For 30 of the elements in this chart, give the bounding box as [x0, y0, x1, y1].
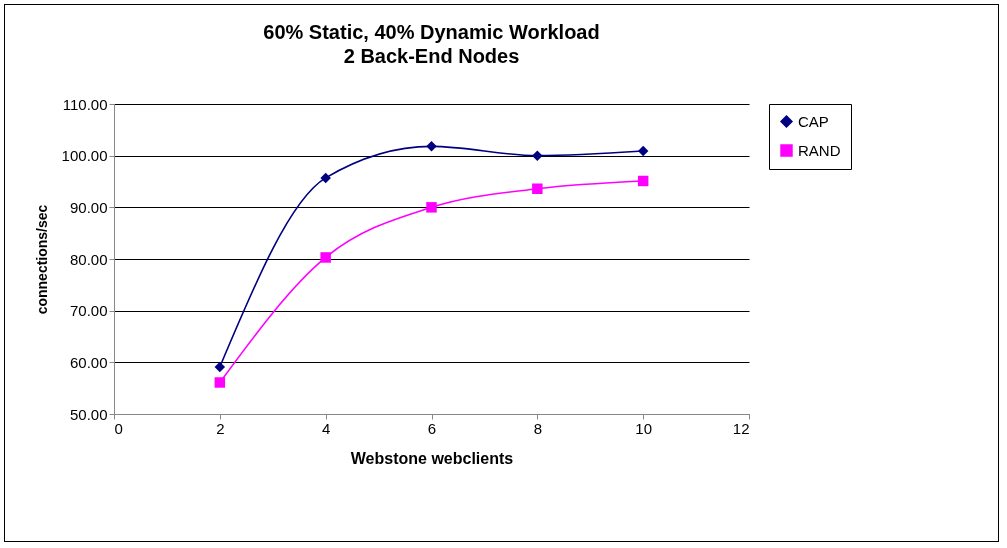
- y-tick-label: 70.00: [69, 302, 108, 320]
- y-tick-label: 80.00: [69, 250, 108, 268]
- point: [637, 175, 649, 187]
- x-tick-label: 12: [732, 419, 750, 437]
- point: [320, 172, 331, 184]
- point: [426, 202, 437, 213]
- y-tick-label: 100.00: [61, 147, 108, 165]
- x-tick-label: 10: [635, 419, 653, 437]
- legend-label: RAND: [798, 141, 841, 159]
- x-tick-label: 0: [114, 419, 123, 437]
- y-tick-label: 110.00: [62, 95, 108, 113]
- point: [214, 377, 226, 388]
- point: [320, 252, 331, 263]
- x-tick-label: 4: [321, 419, 331, 437]
- x-tick-label: 6: [427, 419, 437, 437]
- point: [214, 361, 226, 373]
- x-tick-label: 2: [216, 419, 225, 437]
- point: [532, 150, 543, 161]
- legend-label: CAP: [798, 112, 829, 130]
- point: [426, 141, 437, 152]
- y-tick-label: 90.00: [69, 198, 108, 216]
- y-axis-title: connections/sec: [33, 204, 50, 315]
- x-tick-label: 8: [533, 419, 543, 437]
- y-tick-label: 60.00: [69, 353, 108, 371]
- x-axis-title: Webstone webclients: [350, 449, 514, 467]
- chart-subtitle: 2 Back-End Nodes: [343, 45, 520, 67]
- y-tick-label: 50.00: [69, 405, 108, 423]
- point: [532, 183, 543, 194]
- point: [637, 145, 649, 157]
- chart-title: 60% Static, 40% Dynamic Workload: [263, 21, 600, 43]
